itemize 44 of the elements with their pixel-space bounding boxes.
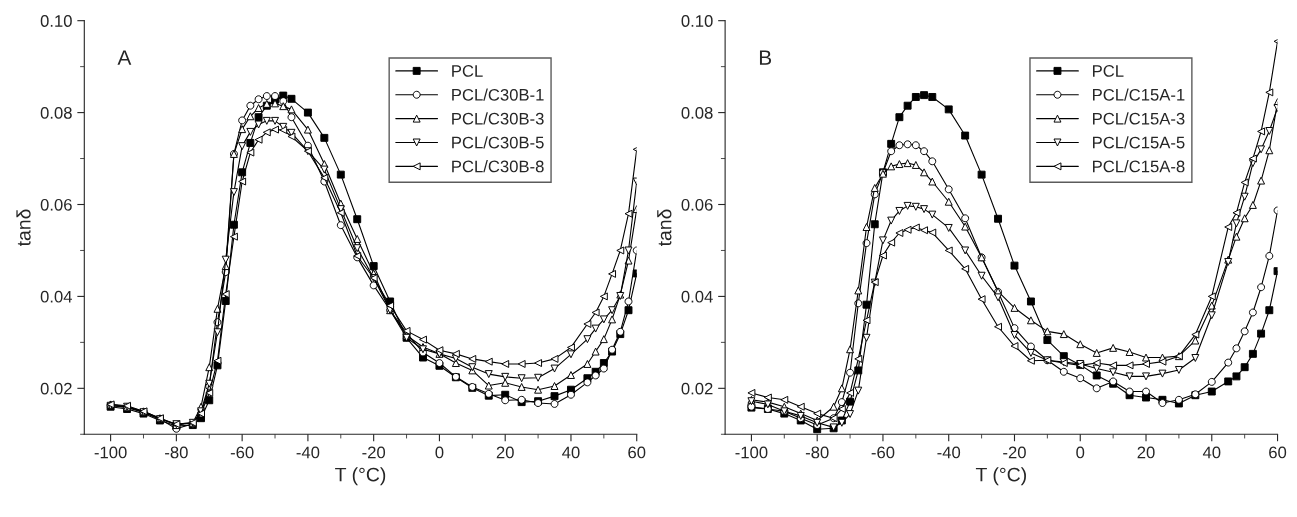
x-tick-label: -80	[805, 446, 829, 459]
y-tick-label: 0.06	[681, 198, 713, 211]
y-axis-title: tanδ	[657, 209, 672, 247]
y-tick-label: 0.06	[40, 198, 72, 211]
y-tick-label: 0.10	[681, 15, 713, 27]
x-tick-label: 0	[435, 446, 444, 459]
x-tick-label: -40	[296, 446, 320, 459]
legend-label: PCL/C30B-5	[452, 136, 544, 149]
x-tick-label: -80	[165, 446, 188, 459]
x-tick-label: -100	[735, 446, 768, 459]
y-tick-label: 0.04	[681, 290, 713, 303]
y-axis-title: tanδ	[16, 209, 31, 247]
x-tick-label: -60	[871, 446, 895, 459]
annotation: B	[759, 50, 772, 65]
legend-label: PCL/C30B-8	[452, 160, 544, 173]
y-tick-label: 0.08	[681, 106, 713, 119]
legend-label: PCL/C30B-3	[452, 112, 544, 125]
legend-label: PCL/C15A-1	[1093, 88, 1185, 101]
y-tick-label: 0.04	[40, 290, 73, 303]
x-axis-title: T (°C)	[975, 467, 1026, 486]
legend-label: PCL/C15A-8	[1093, 160, 1185, 173]
x-tick-label: -20	[1003, 446, 1026, 459]
y-tick-label: 0.10	[40, 15, 72, 27]
annotation: A	[117, 50, 132, 65]
x-tick-label: 60	[628, 446, 646, 459]
legend-label: PCL	[452, 65, 483, 77]
y-tick-label: 0.02	[40, 382, 72, 395]
x-tick-label: 40	[1202, 446, 1221, 459]
x-tick-label: 0	[1076, 446, 1085, 459]
x-tick-label: -60	[230, 446, 254, 459]
x-tick-label: -100	[94, 446, 127, 459]
x-tick-label: 20	[496, 446, 514, 459]
legend-label: PCL	[1093, 65, 1124, 77]
x-tick-label: -20	[362, 446, 386, 459]
legend-label: PCL/C30B-1	[452, 88, 544, 101]
y-tick-label: 0.02	[681, 382, 713, 395]
legend-label: PCL/C15A-3	[1093, 112, 1185, 125]
legend-label: PCL/C15A-5	[1093, 136, 1185, 149]
x-tick-label: 40	[562, 446, 580, 459]
y-tick-label: 0.08	[40, 106, 72, 119]
x-axis-title: T (°C)	[335, 467, 386, 486]
x-tick-label: 60	[1269, 446, 1287, 459]
x-tick-label: -40	[937, 446, 961, 459]
x-tick-label: 20	[1137, 446, 1155, 459]
